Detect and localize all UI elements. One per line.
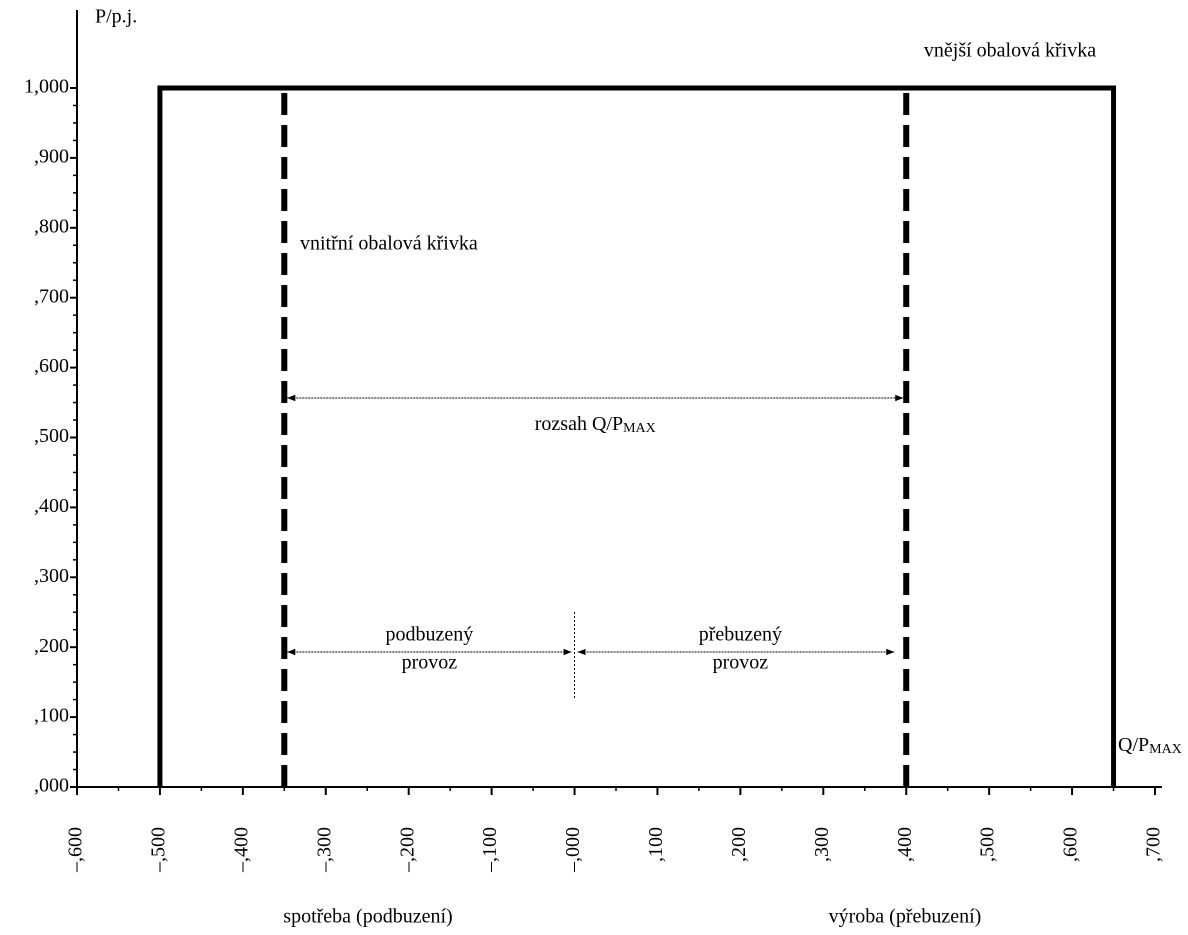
x-tick-label: –,200 [396, 827, 418, 873]
series-line [281, 88, 910, 787]
annotation: provoz [713, 652, 769, 674]
annotation: podbuzený [386, 624, 474, 646]
x-caption: spotřeba (podbuzení) [283, 906, 452, 928]
x-tick-label: ,500 [977, 827, 999, 862]
y-tick-label: ,300 [34, 565, 69, 587]
y-tick-label: 1,000 [24, 76, 69, 98]
x-tick-label: ,400 [894, 827, 916, 862]
x-tick-label: –,000 [562, 827, 584, 873]
annotation-sub: MAX [623, 421, 656, 436]
x-tick-label: –,500 [148, 827, 170, 873]
annotation-text: rozsah Q/P [535, 413, 623, 435]
x-tick-label: –,300 [313, 827, 335, 873]
x-tick-label: –,600 [65, 827, 87, 873]
annotation: rozsah Q/PMAX [535, 413, 656, 437]
y-tick-label: ,900 [34, 145, 69, 167]
x-tick-label: ,600 [1060, 827, 1082, 862]
x-axis-label-sub: MAX [1149, 742, 1182, 757]
y-axis-label: P/p.j. [95, 6, 137, 28]
x-tick-label: ,100 [645, 827, 667, 862]
x-caption: výroba (přebuzení) [829, 906, 982, 928]
x-tick-label: –,100 [479, 827, 501, 873]
x-tick-label: ,300 [811, 827, 833, 862]
series-label: vnitřní obalová křivka [300, 233, 478, 255]
y-tick-label: ,000 [34, 775, 69, 797]
y-tick-label: ,200 [34, 635, 69, 657]
series-line [157, 85, 1117, 787]
y-tick-label: ,600 [34, 355, 69, 377]
y-tick-label: ,100 [34, 705, 69, 727]
x-axis-label: Q/PMAX [1118, 734, 1182, 758]
x-tick-label: –,400 [230, 827, 252, 873]
x-tick-label: ,700 [1143, 827, 1165, 862]
x-axis-label-text: Q/P [1118, 734, 1149, 756]
y-tick-label: ,800 [34, 215, 69, 237]
series-label: vnější obalová křivka [924, 40, 1096, 62]
x-tick-label: ,200 [728, 827, 750, 862]
y-tick-label: ,500 [34, 425, 69, 447]
annotation: přebuzený [699, 624, 782, 646]
y-tick-label: ,400 [34, 495, 69, 517]
annotation: provoz [402, 652, 458, 674]
y-tick-label: ,700 [34, 285, 69, 307]
